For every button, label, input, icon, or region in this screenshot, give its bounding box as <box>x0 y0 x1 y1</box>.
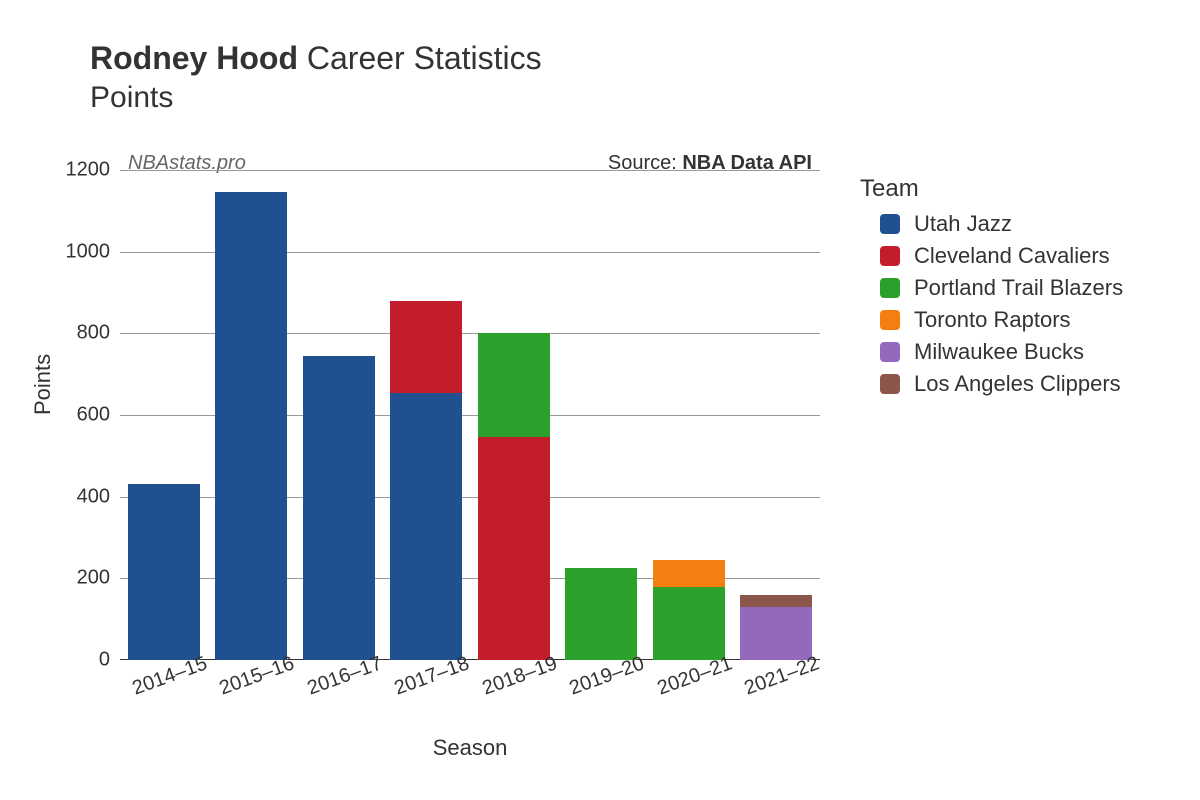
bar-segment-portland <box>653 587 725 661</box>
ytick-label: 0 <box>50 649 120 672</box>
legend-swatch <box>880 278 900 298</box>
bar-group <box>740 595 812 660</box>
bar-segment-toronto <box>653 560 725 587</box>
legend-item-cleveland: Cleveland Cavaliers <box>860 243 1123 269</box>
ytick-label: 1000 <box>50 240 120 263</box>
bar-segment-cleveland <box>390 301 462 393</box>
bar-segment-utah <box>390 393 462 660</box>
bar-group <box>478 333 550 660</box>
bar-group <box>128 484 200 660</box>
legend-item-portland: Portland Trail Blazers <box>860 275 1123 301</box>
player-name: Rodney Hood <box>90 40 298 76</box>
legend-label: Portland Trail Blazers <box>914 275 1123 301</box>
chart-container: Rodney Hood Career Statistics Points NBA… <box>0 0 1200 800</box>
legend-swatch <box>880 342 900 362</box>
title-block: Rodney Hood Career Statistics Points <box>90 40 542 115</box>
y-axis-label: Points <box>30 354 56 415</box>
ytick-label: 800 <box>50 322 120 345</box>
legend-swatch <box>880 246 900 266</box>
legend-swatch <box>880 214 900 234</box>
bar-group <box>303 356 375 660</box>
bar-group <box>565 568 637 660</box>
legend-title: Team <box>860 175 1123 203</box>
legend-swatch <box>880 374 900 394</box>
x-axis-label: Season <box>433 735 508 761</box>
chart-title: Rodney Hood Career Statistics <box>90 40 542 77</box>
watermark-text: NBAstats.pro <box>128 152 246 175</box>
legend-item-clippers: Los Angeles Clippers <box>860 371 1123 397</box>
bar-segment-milwaukee <box>740 607 812 660</box>
bar-segment-portland <box>478 333 550 437</box>
bar-group <box>215 192 287 660</box>
ytick-label: 400 <box>50 485 120 508</box>
bar-segment-utah <box>215 192 287 660</box>
bar-group <box>653 560 725 660</box>
chart-subtitle: Points <box>90 81 542 115</box>
gridline <box>120 170 820 171</box>
ytick-label: 1200 <box>50 159 120 182</box>
ytick-label: 600 <box>50 404 120 427</box>
legend-label: Milwaukee Bucks <box>914 339 1084 365</box>
bar-segment-clippers <box>740 595 812 607</box>
source-attribution: Source: NBA Data API <box>608 152 812 175</box>
legend: Team Utah Jazz Cleveland Cavaliers Portlan… <box>860 175 1123 403</box>
bar-segment-portland <box>565 568 637 660</box>
plot-area: NBAstats.pro Source: NBA Data API 020040… <box>120 170 820 660</box>
legend-item-toronto: Toronto Raptors <box>860 307 1123 333</box>
bar-segment-utah <box>128 484 200 660</box>
legend-item-milwaukee: Milwaukee Bucks <box>860 339 1123 365</box>
legend-swatch <box>880 310 900 330</box>
legend-label: Toronto Raptors <box>914 307 1071 333</box>
ytick-label: 200 <box>50 567 120 590</box>
title-suffix: Career Statistics <box>307 40 542 76</box>
legend-item-utah: Utah Jazz <box>860 211 1123 237</box>
bar-segment-utah <box>303 356 375 660</box>
bar-segment-cleveland <box>478 437 550 660</box>
bar-group <box>390 301 462 660</box>
legend-label: Cleveland Cavaliers <box>914 243 1110 269</box>
legend-label: Los Angeles Clippers <box>914 371 1121 397</box>
legend-label: Utah Jazz <box>914 211 1012 237</box>
